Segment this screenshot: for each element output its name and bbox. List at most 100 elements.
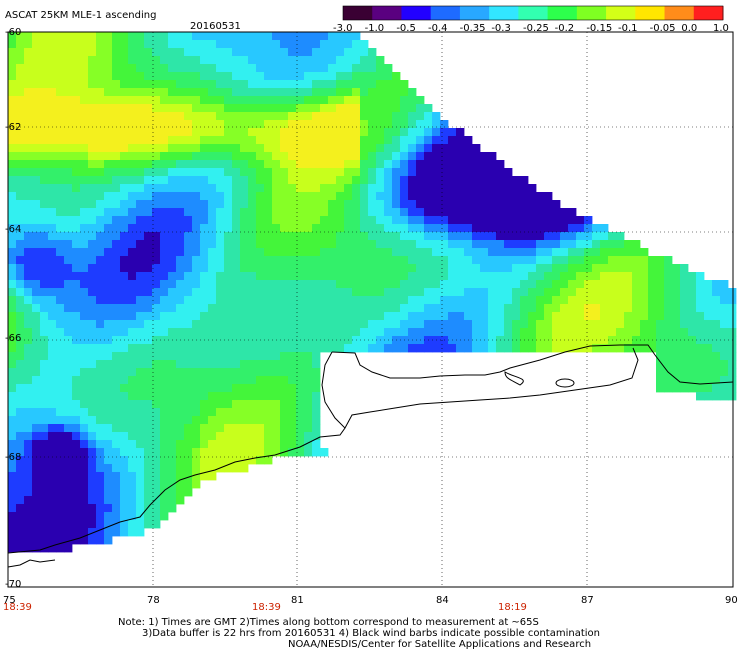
data-cell bbox=[576, 240, 585, 249]
data-cell bbox=[608, 344, 617, 353]
data-cell bbox=[280, 352, 289, 361]
data-cell bbox=[240, 304, 249, 313]
data-cell bbox=[128, 504, 137, 513]
data-cell bbox=[56, 200, 65, 209]
data-cell bbox=[248, 248, 257, 257]
data-cell bbox=[336, 48, 345, 57]
data-cell bbox=[200, 272, 209, 281]
data-cell bbox=[40, 320, 49, 329]
data-cell bbox=[112, 496, 121, 505]
data-cell bbox=[24, 504, 33, 513]
data-cell bbox=[376, 256, 385, 265]
data-cell bbox=[336, 176, 345, 185]
data-cell bbox=[560, 240, 569, 249]
data-cell bbox=[112, 320, 121, 329]
data-cell bbox=[304, 120, 313, 129]
data-cell bbox=[24, 56, 33, 65]
data-cell bbox=[576, 264, 585, 273]
data-cell bbox=[240, 352, 249, 361]
data-cell bbox=[624, 240, 633, 249]
data-cell bbox=[544, 224, 553, 233]
data-cell bbox=[160, 224, 169, 233]
data-cell bbox=[304, 296, 313, 305]
data-cell bbox=[56, 472, 65, 481]
data-cell bbox=[144, 272, 153, 281]
data-cell bbox=[336, 144, 345, 153]
data-cell bbox=[72, 168, 81, 177]
data-cell bbox=[16, 240, 25, 249]
data-cell bbox=[152, 40, 161, 49]
data-cell bbox=[656, 256, 665, 265]
data-cell bbox=[488, 232, 497, 241]
data-cell bbox=[128, 216, 137, 225]
data-cell bbox=[272, 296, 281, 305]
data-cell bbox=[72, 360, 81, 369]
data-cell bbox=[264, 312, 273, 321]
data-cell bbox=[288, 168, 297, 177]
lon-label-84: 84 bbox=[436, 595, 449, 606]
data-cell bbox=[232, 384, 241, 393]
data-cell bbox=[176, 424, 185, 433]
data-cell bbox=[48, 480, 57, 489]
data-cell bbox=[112, 296, 121, 305]
data-cell bbox=[320, 32, 329, 41]
data-cell bbox=[48, 544, 57, 553]
data-cell bbox=[32, 192, 41, 201]
data-cell bbox=[416, 240, 425, 249]
data-cell bbox=[288, 160, 297, 169]
data-cell bbox=[496, 280, 505, 289]
data-cell bbox=[288, 232, 297, 241]
data-cell bbox=[8, 352, 17, 361]
data-cell bbox=[176, 352, 185, 361]
data-cell bbox=[528, 280, 537, 289]
data-cell bbox=[208, 304, 217, 313]
data-cell bbox=[696, 320, 705, 329]
data-cell bbox=[312, 232, 321, 241]
data-cell bbox=[656, 304, 665, 313]
data-cell bbox=[136, 480, 145, 489]
data-cell bbox=[320, 216, 329, 225]
data-cell bbox=[360, 264, 369, 273]
data-cell bbox=[152, 240, 161, 249]
data-cell bbox=[408, 312, 417, 321]
data-cell bbox=[144, 328, 153, 337]
data-cell bbox=[440, 304, 449, 313]
data-cell bbox=[8, 272, 17, 281]
data-cell bbox=[440, 208, 449, 217]
lat-label-64: -64 bbox=[5, 224, 22, 235]
data-cell bbox=[216, 192, 225, 201]
data-cell bbox=[232, 104, 241, 113]
data-cell bbox=[104, 272, 113, 281]
data-cell bbox=[56, 384, 65, 393]
data-cell bbox=[352, 72, 361, 81]
data-cell bbox=[176, 144, 185, 153]
data-cell bbox=[184, 432, 193, 441]
data-cell bbox=[296, 416, 305, 425]
data-cell bbox=[224, 344, 233, 353]
data-cell bbox=[144, 496, 153, 505]
data-cell bbox=[432, 184, 441, 193]
data-cell bbox=[616, 264, 625, 273]
data-cell bbox=[176, 232, 185, 241]
data-cell bbox=[320, 144, 329, 153]
data-cell bbox=[464, 296, 473, 305]
data-cell bbox=[672, 280, 681, 289]
data-cell bbox=[8, 440, 17, 449]
data-cell bbox=[120, 160, 129, 169]
data-cell bbox=[144, 416, 153, 425]
data-cell bbox=[688, 376, 697, 385]
data-cell bbox=[32, 400, 41, 409]
data-cell bbox=[128, 64, 137, 73]
data-cell bbox=[336, 40, 345, 49]
data-cell bbox=[96, 464, 105, 473]
data-cell bbox=[208, 120, 217, 129]
data-cell bbox=[384, 272, 393, 281]
data-cell bbox=[120, 320, 129, 329]
data-cell bbox=[504, 296, 513, 305]
data-cell bbox=[272, 280, 281, 289]
data-cell bbox=[56, 448, 65, 457]
data-cell bbox=[536, 216, 545, 225]
data-cell bbox=[264, 104, 273, 113]
data-cell bbox=[168, 232, 177, 241]
data-cell bbox=[48, 80, 57, 89]
